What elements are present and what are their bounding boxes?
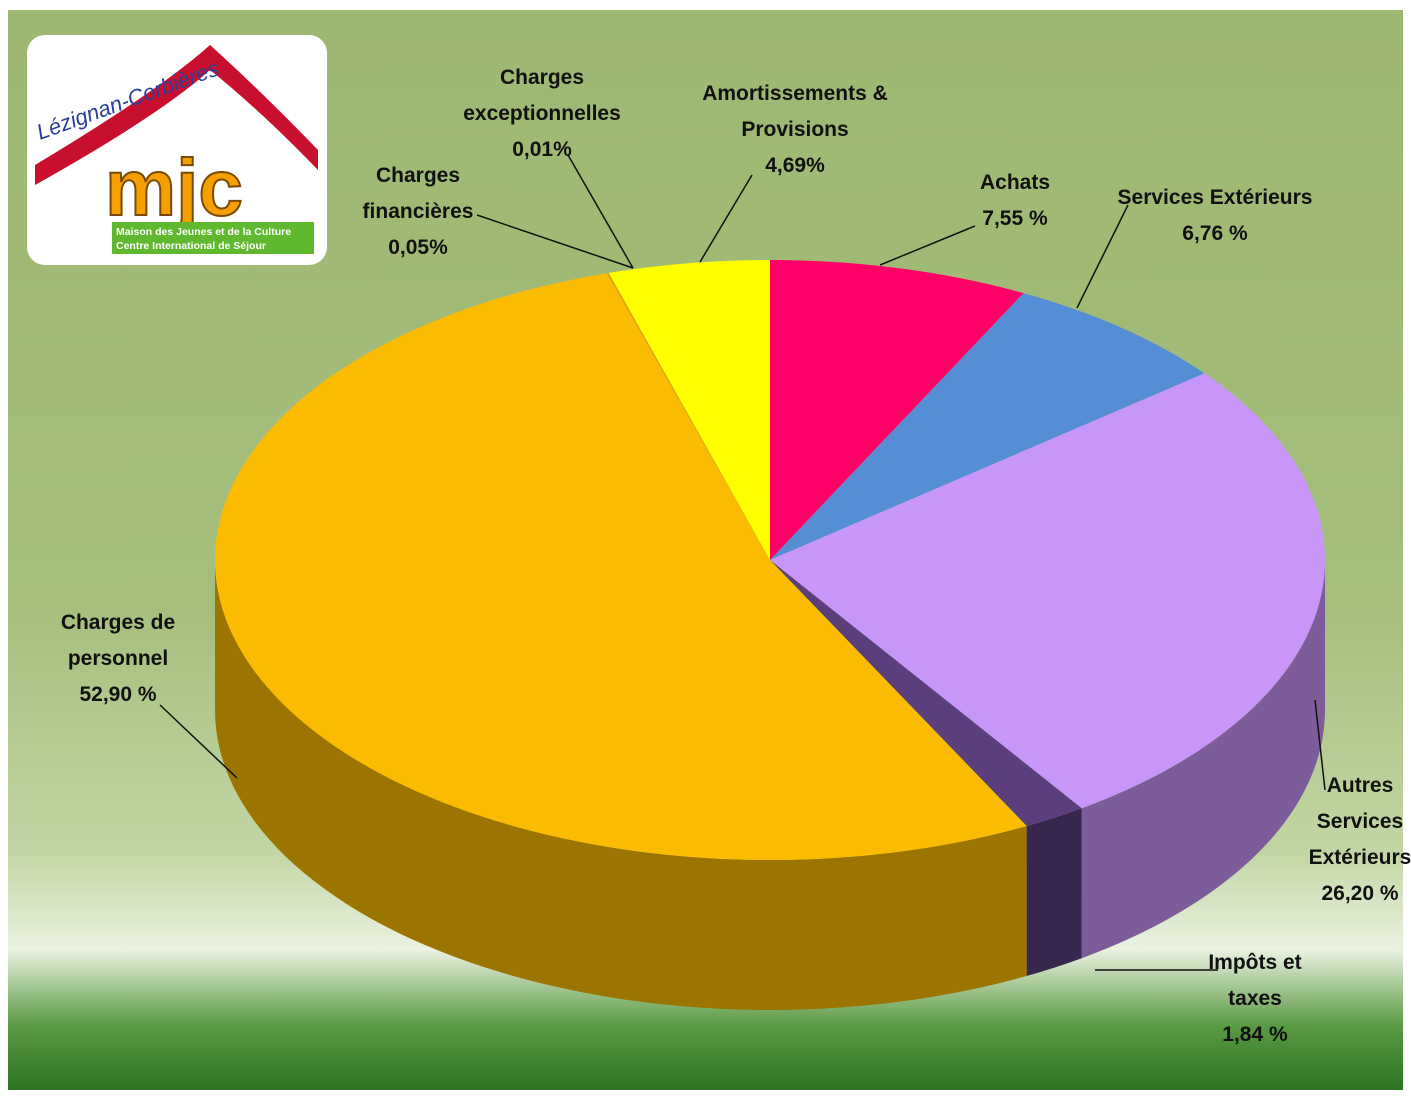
slice-label: Autres Services Extérieurs 26,20 % (1305, 768, 1411, 912)
logo-roof (35, 45, 318, 185)
logo-line1: Maison des Jeunes et de la Culture (116, 226, 291, 238)
leader-line (476, 214, 634, 269)
leader-line (159, 704, 238, 779)
logo: Lézignan-Corbières mjc Maison des Jeunes… (27, 35, 327, 265)
leader-line (1314, 699, 1326, 791)
category-label: Achats (979, 171, 1051, 194)
value-label: 7,55 % (982, 207, 1048, 230)
slice-label: Charges de personnel 52,90 % (33, 605, 203, 713)
logo-name: mjc (105, 143, 243, 232)
value-label: 0,05% (388, 236, 448, 259)
leader-line (699, 174, 753, 263)
slice-side (215, 560, 1027, 1010)
slice (215, 273, 1027, 860)
category-label: Charges de personnel (60, 611, 176, 670)
slice-label: Amortissements & Provisions 4,69% (695, 76, 895, 184)
slice (770, 373, 1325, 809)
slice-side (1081, 560, 1325, 959)
value-label: 0,01% (512, 138, 572, 161)
logo-line2: Centre International de Séjour (116, 240, 266, 252)
slice-label: Achats 7,55 % (960, 165, 1070, 237)
slice-label: Services Extérieurs 6,76 % (1115, 180, 1315, 252)
slice (770, 260, 1024, 560)
leader-line (1076, 204, 1129, 309)
category-label: Charges exceptionnelles (463, 66, 621, 125)
slice (606, 272, 770, 560)
value-label: 6,76 % (1182, 222, 1248, 245)
category-label: Autres Services Extérieurs (1308, 774, 1411, 869)
value-label: 1,84 % (1222, 1023, 1288, 1046)
leader-line (567, 154, 634, 269)
slice-label: Charges exceptionnelles 0,01% (447, 60, 637, 168)
slice (770, 560, 1082, 827)
slice (608, 272, 770, 560)
slice-label: Charges financières 0,05% (353, 158, 483, 266)
value-label: 26,20 % (1321, 882, 1399, 905)
category-label: Impôts et taxes (1208, 951, 1302, 1010)
category-label: Amortissements & Provisions (702, 82, 888, 141)
slice-side (1026, 808, 1082, 977)
logo-strip (112, 222, 314, 254)
category-label: Services Extérieurs (1117, 186, 1313, 209)
leader-line (879, 225, 976, 266)
value-label: 52,90 % (79, 683, 157, 706)
slice-label: Impôts et taxes 1,84 % (1200, 945, 1310, 1053)
value-label: 4,69% (765, 154, 825, 177)
category-label: Charges financières (362, 164, 474, 223)
slice (608, 260, 770, 560)
slice (770, 293, 1205, 560)
